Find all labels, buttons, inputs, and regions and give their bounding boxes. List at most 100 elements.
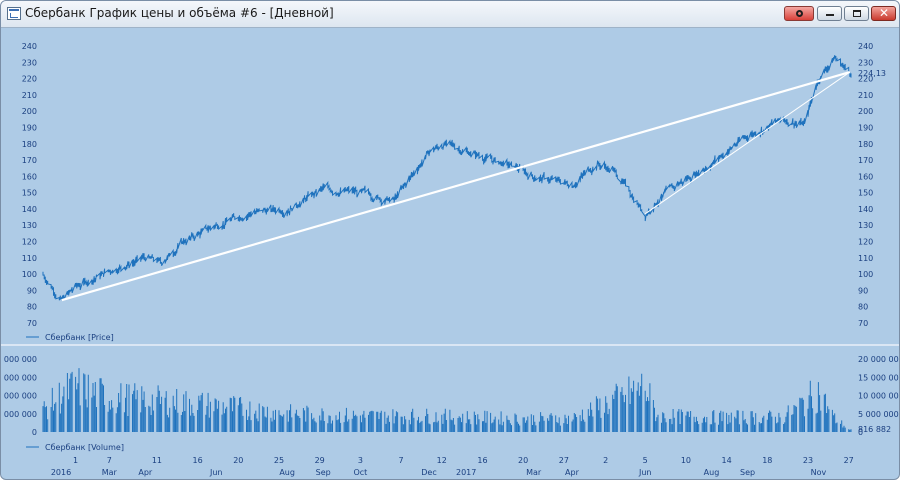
price-tick-left: 230 bbox=[22, 58, 37, 67]
x-tick-month: Oct bbox=[353, 468, 367, 477]
trendline-2 bbox=[644, 71, 851, 215]
price-tick-right: 230 bbox=[858, 58, 873, 67]
x-tick-day: 18 bbox=[762, 456, 772, 465]
x-tick-day: 27 bbox=[844, 456, 854, 465]
price-series-line bbox=[42, 55, 852, 301]
title-bar[interactable]: Сбербанк График цены и объёма #6 - [Днев… bbox=[1, 1, 899, 28]
x-tick-day: 14 bbox=[722, 456, 732, 465]
price-tick-left: 170 bbox=[22, 156, 37, 165]
volume-tick-right: 15 000 000 bbox=[858, 373, 899, 382]
link-button[interactable] bbox=[784, 6, 814, 21]
price-tick-right: 200 bbox=[858, 107, 873, 116]
price-tick-right: 130 bbox=[858, 221, 873, 230]
price-tick-left: 80 bbox=[27, 303, 37, 312]
volume-tick-right: 10 000 000 bbox=[858, 392, 899, 401]
x-tick-day: 20 bbox=[518, 456, 528, 465]
volume-panel[interactable]: 0 5 000 000 10 000 000 15 000 000 20 000 000… bbox=[4, 355, 899, 452]
x-tick-day: 27 bbox=[559, 456, 569, 465]
chart-window-icon[interactable] bbox=[7, 7, 21, 20]
x-tick-month: Apr bbox=[138, 468, 153, 477]
x-tick-day: 20 bbox=[233, 456, 243, 465]
price-tick-right: 190 bbox=[858, 123, 873, 132]
x-tick-month: Jun bbox=[638, 468, 652, 477]
volume-tick-left: 000 000 bbox=[4, 373, 37, 382]
x-tick-month: Sep bbox=[740, 468, 755, 477]
x-tick-month: Jun bbox=[209, 468, 223, 477]
price-tick-left: 140 bbox=[22, 205, 37, 214]
price-tick-left: 100 bbox=[22, 270, 37, 279]
price-tick-left: 190 bbox=[22, 123, 37, 132]
x-tick-month: Mar bbox=[526, 468, 542, 477]
x-tick-day: 16 bbox=[477, 456, 487, 465]
price-panel[interactable]: 70 70 80 80 90 90 100 100 110 110 120 120 130 130 140 1… bbox=[22, 42, 886, 342]
x-tick-day: 1 bbox=[73, 456, 78, 465]
x-tick-month: Aug bbox=[279, 468, 295, 477]
price-tick-right: 240 bbox=[858, 42, 873, 51]
x-tick-day: 11 bbox=[152, 456, 162, 465]
x-tick-day: 5 bbox=[643, 456, 648, 465]
x-tick-day: 23 bbox=[803, 456, 813, 465]
price-tick-left: 70 bbox=[27, 319, 37, 328]
price-tick-left: 150 bbox=[22, 189, 37, 198]
price-tick-left: 120 bbox=[22, 238, 37, 247]
x-tick-day: 2 bbox=[603, 456, 608, 465]
x-tick-day: 7 bbox=[399, 456, 404, 465]
minimize-button[interactable] bbox=[817, 6, 842, 21]
volume-last-value: 816 882 bbox=[858, 425, 891, 434]
volume-bars bbox=[42, 368, 852, 432]
x-tick-month: Nov bbox=[811, 468, 827, 477]
price-tick-right: 160 bbox=[858, 172, 873, 181]
x-tick-month: Apr bbox=[565, 468, 580, 477]
x-tick-day: 16 bbox=[193, 456, 203, 465]
volume-tick-right: 5 000 000 bbox=[858, 410, 899, 419]
price-tick-left: 130 bbox=[22, 221, 37, 230]
volume-tick-left: 000 000 bbox=[4, 355, 37, 364]
x-tick-day: 3 bbox=[358, 456, 363, 465]
price-tick-left: 200 bbox=[22, 107, 37, 116]
price-tick-left: 110 bbox=[22, 254, 37, 263]
price-tick-left: 210 bbox=[22, 91, 37, 100]
window-title: Сбербанк График цены и объёма #6 - [Днев… bbox=[25, 6, 334, 20]
price-tick-left: 220 bbox=[22, 75, 37, 84]
x-tick-month: Mar bbox=[102, 468, 118, 477]
close-icon: ✕ bbox=[879, 6, 890, 20]
price-tick-right: 210 bbox=[858, 91, 873, 100]
price-last-value: 224,13 bbox=[858, 69, 886, 78]
volume-tick-left: 0 bbox=[32, 428, 37, 437]
price-tick-right: 220 bbox=[858, 75, 873, 84]
price-tick-right: 120 bbox=[858, 238, 873, 247]
maximize-button[interactable] bbox=[844, 6, 869, 21]
price-legend-label: Сбербанк [Price] bbox=[45, 333, 114, 342]
x-tick-month: Dec bbox=[421, 468, 436, 477]
price-tick-right: 110 bbox=[858, 254, 873, 263]
x-tick-day: 12 bbox=[437, 456, 447, 465]
x-tick-month: 2017 bbox=[456, 468, 476, 477]
volume-legend-label: Сбербанк [Volume] bbox=[45, 443, 124, 452]
price-tick-right: 170 bbox=[858, 156, 873, 165]
volume-tick-left: 000 000 bbox=[4, 392, 37, 401]
trendline-1 bbox=[61, 71, 851, 302]
price-tick-left: 90 bbox=[27, 286, 37, 295]
price-tick-right: 100 bbox=[858, 270, 873, 279]
x-tick-month: Sep bbox=[316, 468, 331, 477]
minimize-icon bbox=[826, 14, 834, 16]
x-tick-month: Aug bbox=[704, 468, 720, 477]
volume-tick-right: 0 bbox=[858, 428, 863, 437]
x-tick-month: 2016 bbox=[51, 468, 71, 477]
price-tick-right: 150 bbox=[858, 189, 873, 198]
price-tick-left: 180 bbox=[22, 140, 37, 149]
x-tick-day: 10 bbox=[681, 456, 691, 465]
price-tick-right: 140 bbox=[858, 205, 873, 214]
price-tick-right: 90 bbox=[858, 286, 868, 295]
price-tick-right: 180 bbox=[858, 140, 873, 149]
price-tick-left: 240 bbox=[22, 42, 37, 51]
price-tick-right: 80 bbox=[858, 303, 868, 312]
price-tick-left: 160 bbox=[22, 172, 37, 181]
close-button[interactable]: ✕ bbox=[871, 6, 896, 21]
volume-tick-right: 20 000 000 bbox=[858, 355, 899, 364]
volume-tick-left: 000 000 bbox=[4, 410, 37, 419]
x-tick-day: 29 bbox=[315, 456, 325, 465]
x-tick-day: 7 bbox=[107, 456, 112, 465]
